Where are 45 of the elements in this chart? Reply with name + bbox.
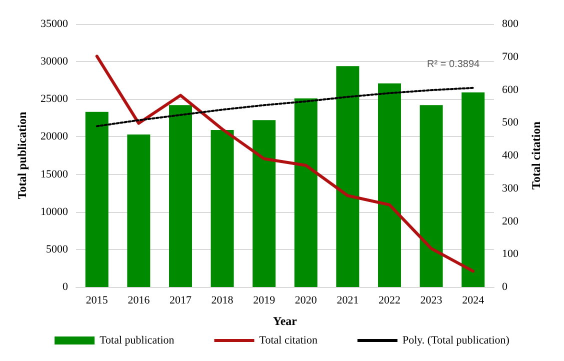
bar (169, 105, 192, 287)
legend-label: Total citation (259, 334, 318, 346)
x-tick-label: 2018 (211, 294, 234, 306)
y-tick-label: 0 (62, 281, 68, 293)
x-tick-label: 2019 (253, 294, 276, 306)
y2-tick-label: 600 (502, 84, 519, 96)
x-tick-label: 2023 (420, 294, 443, 306)
y2-tick-label: 0 (502, 281, 508, 293)
legend-label: Total publication (100, 334, 175, 346)
y-tick-label: 25000 (40, 93, 68, 106)
y2-tick-label: 700 (502, 50, 519, 63)
y-axis-title: Total publication (15, 112, 29, 200)
y2-tick-label: 800 (502, 18, 519, 30)
y2-tick-label: 400 (502, 150, 519, 162)
x-tick-label: 2016 (128, 294, 150, 306)
y2-tick-label: 300 (502, 182, 519, 194)
x-tick-label: 2017 (170, 294, 192, 306)
x-tick-label: 2021 (336, 294, 359, 306)
x-axis-title: Year (273, 314, 298, 328)
y2-tick-label: 500 (502, 116, 519, 129)
y-tick-label: 20000 (40, 130, 68, 143)
bar (420, 105, 443, 287)
line-series (96, 86, 474, 128)
annotation: R² = 0.3894 (427, 59, 480, 70)
bar (462, 92, 485, 287)
legend-label: Poly. (Total publication) (402, 334, 510, 346)
x-tick-label: 2022 (378, 294, 400, 306)
y2-tick-label: 200 (502, 215, 519, 228)
bar (210, 130, 234, 287)
bar (252, 120, 276, 287)
y2-tick-label: 100 (502, 248, 519, 260)
y-tick-label: 30000 (40, 56, 68, 68)
bar (127, 134, 150, 287)
y-tick-label: 10000 (40, 206, 68, 218)
y2-axis-title: Total citation (529, 121, 543, 190)
bar (85, 112, 108, 287)
bar (336, 66, 360, 287)
x-tick-label: 2015 (86, 294, 108, 306)
bar (294, 98, 318, 287)
bar (378, 83, 401, 287)
y-tick-label: 5000 (46, 243, 68, 256)
x-tick-label: 2024 (462, 294, 485, 306)
x-tick-label: 2020 (294, 294, 318, 306)
y-tick-label: 15000 (40, 168, 68, 180)
y-tick-label: 35000 (40, 18, 68, 30)
